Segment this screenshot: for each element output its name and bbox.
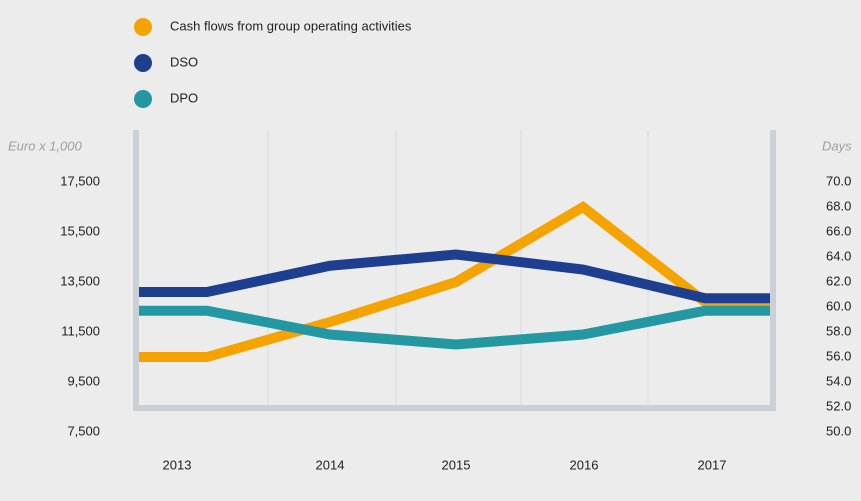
legend-swatch — [134, 90, 152, 108]
plot-frame — [133, 130, 776, 411]
legend-swatch — [134, 54, 152, 72]
y-tick-label: 13,500 — [60, 273, 100, 288]
legend-label: DSO — [170, 54, 198, 69]
y2-tick-label: 52.0 — [826, 398, 851, 413]
y2-tick-label: 58.0 — [826, 323, 851, 338]
y2-tick-label: 64.0 — [826, 248, 851, 263]
y2-tick-label: 50.0 — [826, 423, 851, 438]
series-line — [139, 305, 770, 350]
y2-tick-label: 54.0 — [826, 373, 851, 388]
x-tick-label: 2014 — [316, 457, 345, 472]
x-tick-label: 2017 — [698, 457, 727, 472]
y-tick-label: 7,500 — [67, 423, 100, 438]
y-tick-label: 17,500 — [60, 173, 100, 188]
y-tick-label: 11,500 — [61, 323, 100, 338]
y2-tick-label: 56.0 — [826, 348, 851, 363]
x-tick-label: 2016 — [570, 457, 599, 472]
frame-right — [770, 130, 776, 411]
y2-tick-label: 70.0 — [826, 173, 851, 188]
y-tick-label: 15,500 — [60, 223, 100, 238]
y2-tick-label: 62.0 — [826, 273, 851, 288]
y2-tick-label: 60.0 — [826, 298, 851, 313]
y-tick-label: 9,500 — [67, 373, 100, 388]
legend-swatch — [134, 18, 152, 36]
legend-label: DPO — [170, 90, 198, 105]
y2-tick-label: 66.0 — [826, 223, 851, 238]
x-tick-label: 2013 — [163, 457, 192, 472]
legend-label: Cash flows from group operating activiti… — [170, 18, 412, 33]
frame-bottom — [133, 405, 776, 411]
x-tick-label: 2015 — [442, 457, 471, 472]
y2-tick-label: 68.0 — [826, 198, 851, 213]
frame-left — [133, 130, 139, 411]
series-line — [139, 249, 770, 304]
y-axis-title: Euro x 1,000 — [8, 138, 82, 153]
y2-axis-title: Days — [822, 138, 852, 153]
